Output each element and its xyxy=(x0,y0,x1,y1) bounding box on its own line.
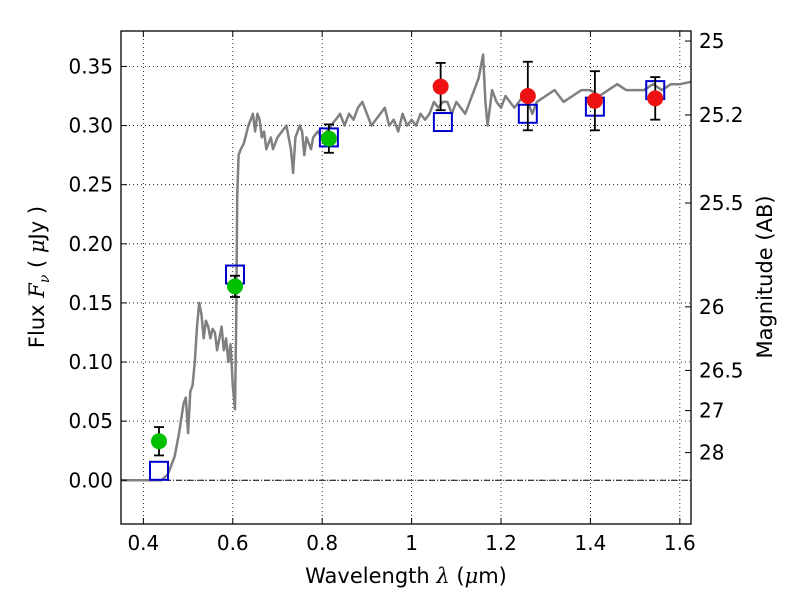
observed-flux-point xyxy=(320,130,337,147)
grid-lines xyxy=(121,31,691,524)
x-tick-label: 0.4 xyxy=(127,531,159,555)
y2-tick-label: 25.5 xyxy=(699,191,744,215)
model-photometry-square xyxy=(432,112,453,133)
plot-area xyxy=(121,53,691,482)
y2-tick-label: 25 xyxy=(699,29,724,53)
x-tick-label: 1 xyxy=(405,531,418,555)
observed-flux-point xyxy=(151,433,167,450)
plot-frame xyxy=(120,30,692,525)
y-tick-label: 0.20 xyxy=(68,232,113,256)
y2-tick-label: 27 xyxy=(699,399,724,423)
y2-tick-label: 26 xyxy=(699,295,724,319)
model-photometry-square xyxy=(149,460,169,481)
observed-flux-point xyxy=(647,90,664,107)
x-tick-label: 0.6 xyxy=(217,531,249,555)
y-tick-label: 0.10 xyxy=(68,350,113,374)
y-tick-label: 0.05 xyxy=(68,409,113,433)
secondary-y-axis-title: Magnitude (AB) xyxy=(753,195,777,358)
y-axis-title: Flux Fν ( μJy ) xyxy=(25,206,53,348)
x-tick-label: 0.8 xyxy=(306,531,338,555)
y-tick-label: 0.30 xyxy=(68,114,113,138)
x-tick-label: 1.4 xyxy=(575,531,607,555)
y-tick-label: 0.00 xyxy=(68,468,113,492)
x-tick-label: 1.2 xyxy=(485,531,517,555)
y-tick-label: 0.25 xyxy=(68,173,113,197)
observed-flux-point xyxy=(227,278,243,295)
x-axis-title: Wavelength λ (μm) xyxy=(305,564,507,588)
model-spectrum-line xyxy=(121,53,691,482)
observed-flux-point xyxy=(586,92,603,109)
series-layer xyxy=(121,53,691,482)
y-tick-label: 0.15 xyxy=(68,291,113,315)
y2-tick-label: 26.5 xyxy=(699,358,744,382)
observed-flux-point xyxy=(432,78,449,95)
axis-ticks: 0.4 0.6 0.8 1 1.2 1.4 1.6 0.00 0.05 0.10 0.15 0.20 0… xyxy=(68,29,743,555)
y-tick-label: 0.35 xyxy=(68,54,113,78)
y2-tick-label: 25.2 xyxy=(699,103,744,127)
y2-tick-label: 28 xyxy=(699,441,724,465)
observed-flux-point xyxy=(519,88,536,105)
x-tick-label: 1.6 xyxy=(664,531,696,555)
